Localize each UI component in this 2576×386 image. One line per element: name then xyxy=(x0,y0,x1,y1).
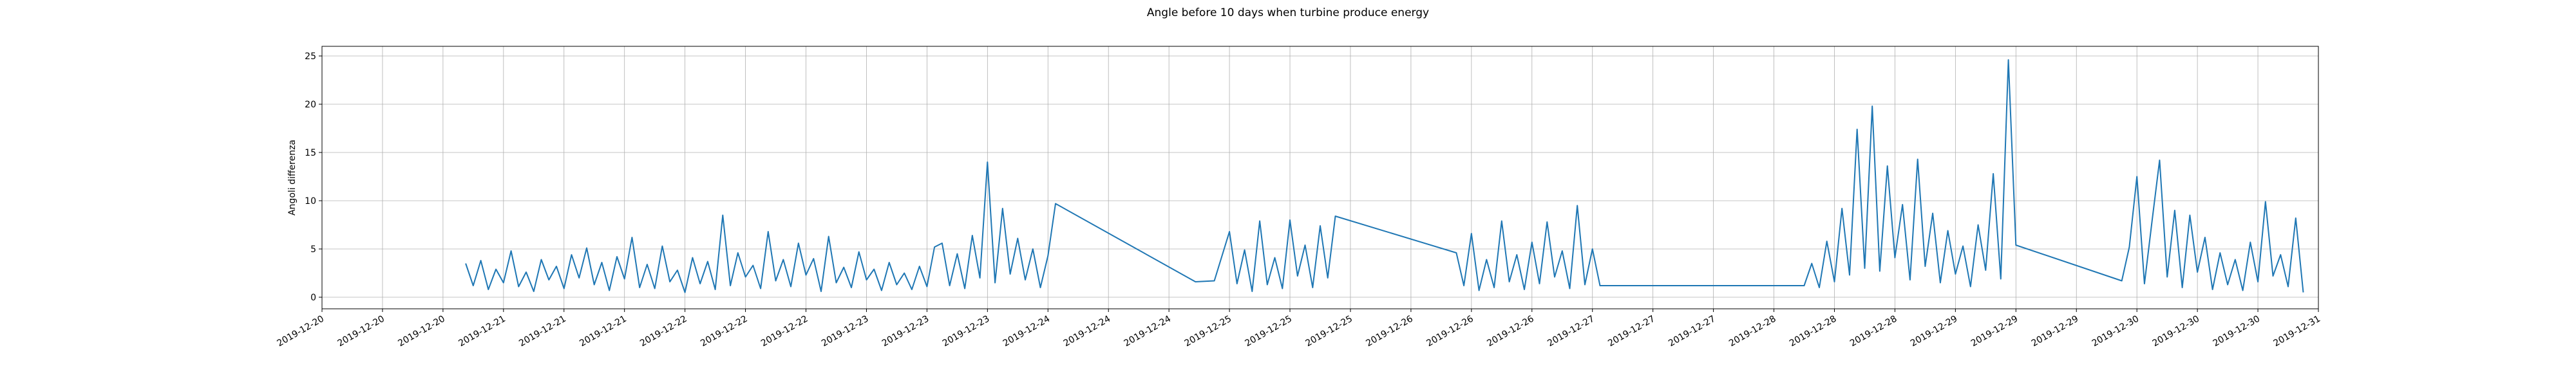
chart-title: Angle before 10 days when turbine produc… xyxy=(1147,6,1429,19)
y-tick-label: 15 xyxy=(305,148,316,158)
y-tick-label: 25 xyxy=(305,51,316,62)
y-tick-label: 5 xyxy=(310,244,316,255)
y-axis-label: Angoli differenza xyxy=(287,140,298,216)
series-layer xyxy=(465,59,2304,293)
y-tick-label: 10 xyxy=(305,196,316,207)
plot-frame xyxy=(321,46,2319,309)
y-axis: 0 5 10 15 20 25 xyxy=(305,51,322,303)
y-tick-label: 20 xyxy=(305,100,316,110)
series-line xyxy=(465,59,2304,293)
y-tick-label: 0 xyxy=(310,293,316,303)
